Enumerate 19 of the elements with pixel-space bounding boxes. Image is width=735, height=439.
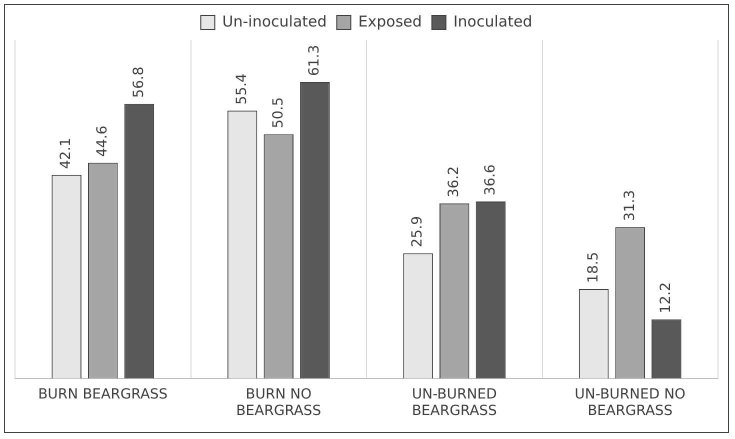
data-label: 56.8: [130, 66, 147, 98]
data-label: 44.6: [94, 126, 111, 157]
x-tick-label: BURN NO BEARGRASS: [236, 386, 322, 420]
data-label: 36.2: [446, 166, 462, 198]
data-label: 55.4: [234, 73, 250, 105]
legend-label: Exposed: [358, 12, 422, 30]
data-label: 12.2: [658, 282, 674, 314]
legend-label: Inoculated: [453, 12, 532, 30]
data-label: 50.5: [270, 97, 286, 128]
data-label: 25.9: [410, 216, 426, 248]
legend-label: Un-inoculated: [222, 12, 327, 30]
data-label: 18.5: [585, 252, 602, 283]
data-label: 31.3: [622, 190, 638, 222]
x-tick-label: BURN BEARGRASS: [38, 386, 168, 402]
x-tick-label: UN-BURNED NO BEARGRASS: [574, 386, 686, 420]
data-label: 36.6: [482, 164, 498, 196]
data-label: 61.3: [306, 44, 323, 76]
data-label: 42.1: [58, 138, 74, 169]
x-tick-label: UN-BURNED BEARGRASS: [412, 386, 498, 420]
